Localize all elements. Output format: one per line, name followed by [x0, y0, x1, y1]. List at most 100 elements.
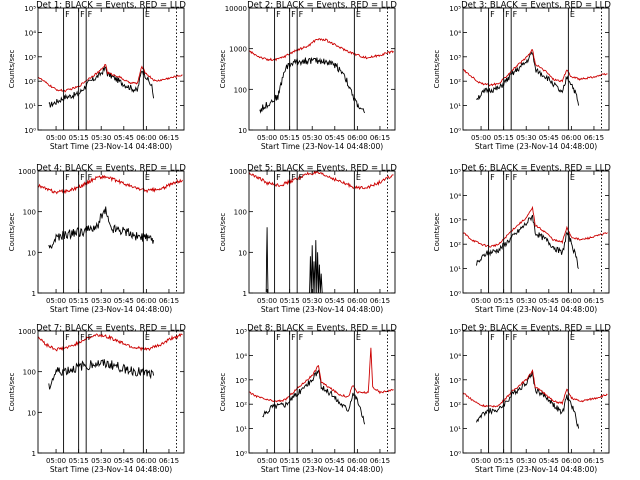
- chart2-ytick-label: 1000: [229, 46, 247, 54]
- chart7-title: Det 7: BLACK = Events, RED = LLD: [36, 324, 186, 334]
- chart6: Det 6: BLACK = Events, RED = LLD 10⁰ 10¹ 10…: [433, 164, 611, 315]
- chart3-xtick-label: 05:45: [539, 134, 559, 142]
- chart5-marker-label: F: [299, 173, 304, 182]
- chart6-lld-series: [463, 205, 608, 248]
- chart5-events-series: [309, 240, 323, 293]
- chart5-ytick-label: 1: [243, 290, 247, 298]
- chart9-ytick-label: 10⁰: [449, 450, 461, 458]
- chart5-ytick-label: 100: [234, 209, 247, 217]
- chart4-ytick-label: 1: [32, 290, 36, 298]
- chart1: Det 1: BLACK = Events, RED = LLD 10⁰ 10¹ 10…: [8, 1, 186, 152]
- chart4-frame: [37, 170, 185, 294]
- chart2-xtick-label: 05:30: [302, 134, 322, 142]
- chart8-frame: [248, 330, 396, 454]
- chart6-ytick-label: 10³: [449, 217, 461, 225]
- chart6-events-series: [476, 214, 579, 269]
- chart5-xlabel: Start Time (23-Nov-14 04:48:00): [261, 305, 383, 314]
- chart9-plot: [463, 369, 608, 429]
- chart3-frame: [462, 7, 610, 131]
- chart5-xtick-label: 06:15: [370, 297, 390, 305]
- chart1-xtick-label: 05:45: [114, 134, 134, 142]
- chart9-ytick-label: 10⁵: [449, 328, 461, 336]
- chart6-xtick-label: 06:15: [584, 297, 604, 305]
- chart3-marker-label: E: [570, 10, 575, 19]
- chart2-marker-label: F: [299, 10, 304, 19]
- chart4-title: Det 4: BLACK = Events, RED = LLD: [36, 164, 186, 174]
- chart1-lld-series: [38, 64, 183, 93]
- chart4-xtick-label: 05:00: [46, 297, 66, 305]
- chart6-title: Det 6: BLACK = Events, RED = LLD: [461, 164, 611, 174]
- chart4-marker-label: F: [88, 173, 93, 182]
- chart9-ytick-label: 10⁴: [449, 352, 461, 360]
- chart9-marker-label: F: [505, 333, 510, 342]
- chart3-xtick-label: 06:15: [584, 134, 604, 142]
- chart5-plot: [249, 171, 394, 293]
- chart4-xtick-label: 05:30: [91, 297, 111, 305]
- chart7-marker-label: F: [65, 333, 70, 342]
- chart7-ytick-label: 10: [27, 409, 36, 417]
- chart8-xtick-label: 06:00: [347, 457, 367, 465]
- chart9-lld-series: [463, 369, 608, 408]
- chart3-ytick-label: 10⁵: [449, 5, 461, 13]
- chart7-xtick-label: 05:15: [69, 457, 89, 465]
- chart3-xlabel: Start Time (23-Nov-14 04:48:00): [475, 142, 597, 151]
- chart4-ylabel: Counts/sec: [8, 213, 16, 252]
- chart6-xtick-label: 06:00: [561, 297, 581, 305]
- chart3-ylabel: Counts/sec: [433, 50, 441, 89]
- chart7-ytick-label: 100: [23, 369, 36, 377]
- chart2-events-series: [259, 56, 366, 114]
- chart8-ytick-label: 10¹: [235, 426, 247, 434]
- chart1-ytick-label: 10⁰: [24, 127, 36, 135]
- chart1-ytick-label: 10³: [24, 54, 36, 62]
- chart5-ytick-label: 10: [238, 249, 247, 257]
- chart4: Det 4: BLACK = Events, RED = LLD 1 10 100 10…: [8, 164, 186, 315]
- chart1-xlabel: Start Time (23-Nov-14 04:48:00): [50, 142, 172, 151]
- chart9-marker-label: F: [490, 333, 495, 342]
- chart8-xtick-label: 05:15: [280, 457, 300, 465]
- chart7-marker-label: F: [88, 333, 93, 342]
- chart1-ytick-label: 10⁵: [24, 5, 36, 13]
- chart9-ylabel: Counts/sec: [433, 373, 441, 412]
- chart2-title: Det 2: BLACK = Events, RED = LLD: [247, 1, 397, 11]
- chart3: Det 3: BLACK = Events, RED = LLD 10⁰ 10¹ 10…: [433, 1, 611, 152]
- chart9-xtick-label: 06:15: [584, 457, 604, 465]
- chart6-plot: [463, 205, 608, 269]
- chart7-marker-label: E: [145, 333, 150, 342]
- chart9-ytick-label: 10³: [449, 377, 461, 385]
- chart4-xtick-label: 06:00: [136, 297, 156, 305]
- chart9-xtick-label: 06:00: [561, 457, 581, 465]
- chart1-marker-label: F: [88, 10, 93, 19]
- chart6-ytick-label: 10⁴: [449, 192, 461, 200]
- chart3-xtick-label: 06:00: [561, 134, 581, 142]
- chart5-ytick-label: 1000: [229, 168, 247, 176]
- chart5-xtick-label: 05:15: [280, 297, 300, 305]
- chart3-ytick-label: 10²: [449, 78, 461, 86]
- chart2-plot: [249, 38, 394, 114]
- chart7-xlabel: Start Time (23-Nov-14 04:48:00): [50, 465, 172, 474]
- chart3-xtick-label: 05:30: [516, 134, 536, 142]
- chart9-xtick-label: 05:15: [494, 457, 514, 465]
- chart8-marker-label: E: [356, 333, 361, 342]
- chart7-marker-label: F: [80, 333, 85, 342]
- chart2-frame: [248, 7, 396, 131]
- chart3-events-series: [476, 51, 580, 106]
- chart8-xtick-label: 06:15: [370, 457, 390, 465]
- chart1-ytick-label: 10¹: [24, 103, 36, 111]
- chart8-ytick-label: 10³: [235, 377, 247, 385]
- chart8-plot: [249, 347, 394, 425]
- chart7-events-series: [48, 359, 155, 390]
- chart8-xtick-label: 05:00: [257, 457, 277, 465]
- chart4-xlabel: Start Time (23-Nov-14 04:48:00): [50, 305, 172, 314]
- chart6-xtick-label: 05:00: [471, 297, 491, 305]
- chart8-lld-series: [249, 347, 394, 403]
- chart8-ytick-label: 10⁵: [235, 328, 247, 336]
- chart4-ytick-label: 1000: [18, 168, 36, 176]
- chart8: Det 8: BLACK = Events, RED = LLD 10⁰ 10¹ 10…: [219, 324, 397, 475]
- chart8-xlabel: Start Time (23-Nov-14 04:48:00): [261, 465, 383, 474]
- chart5-marker-label: E: [356, 173, 361, 182]
- chart3-marker-label: F: [490, 10, 495, 19]
- chart1-ytick-label: 10⁴: [24, 29, 36, 37]
- chart4-plot: [38, 174, 183, 250]
- chart1-title: Det 1: BLACK = Events, RED = LLD: [36, 1, 186, 11]
